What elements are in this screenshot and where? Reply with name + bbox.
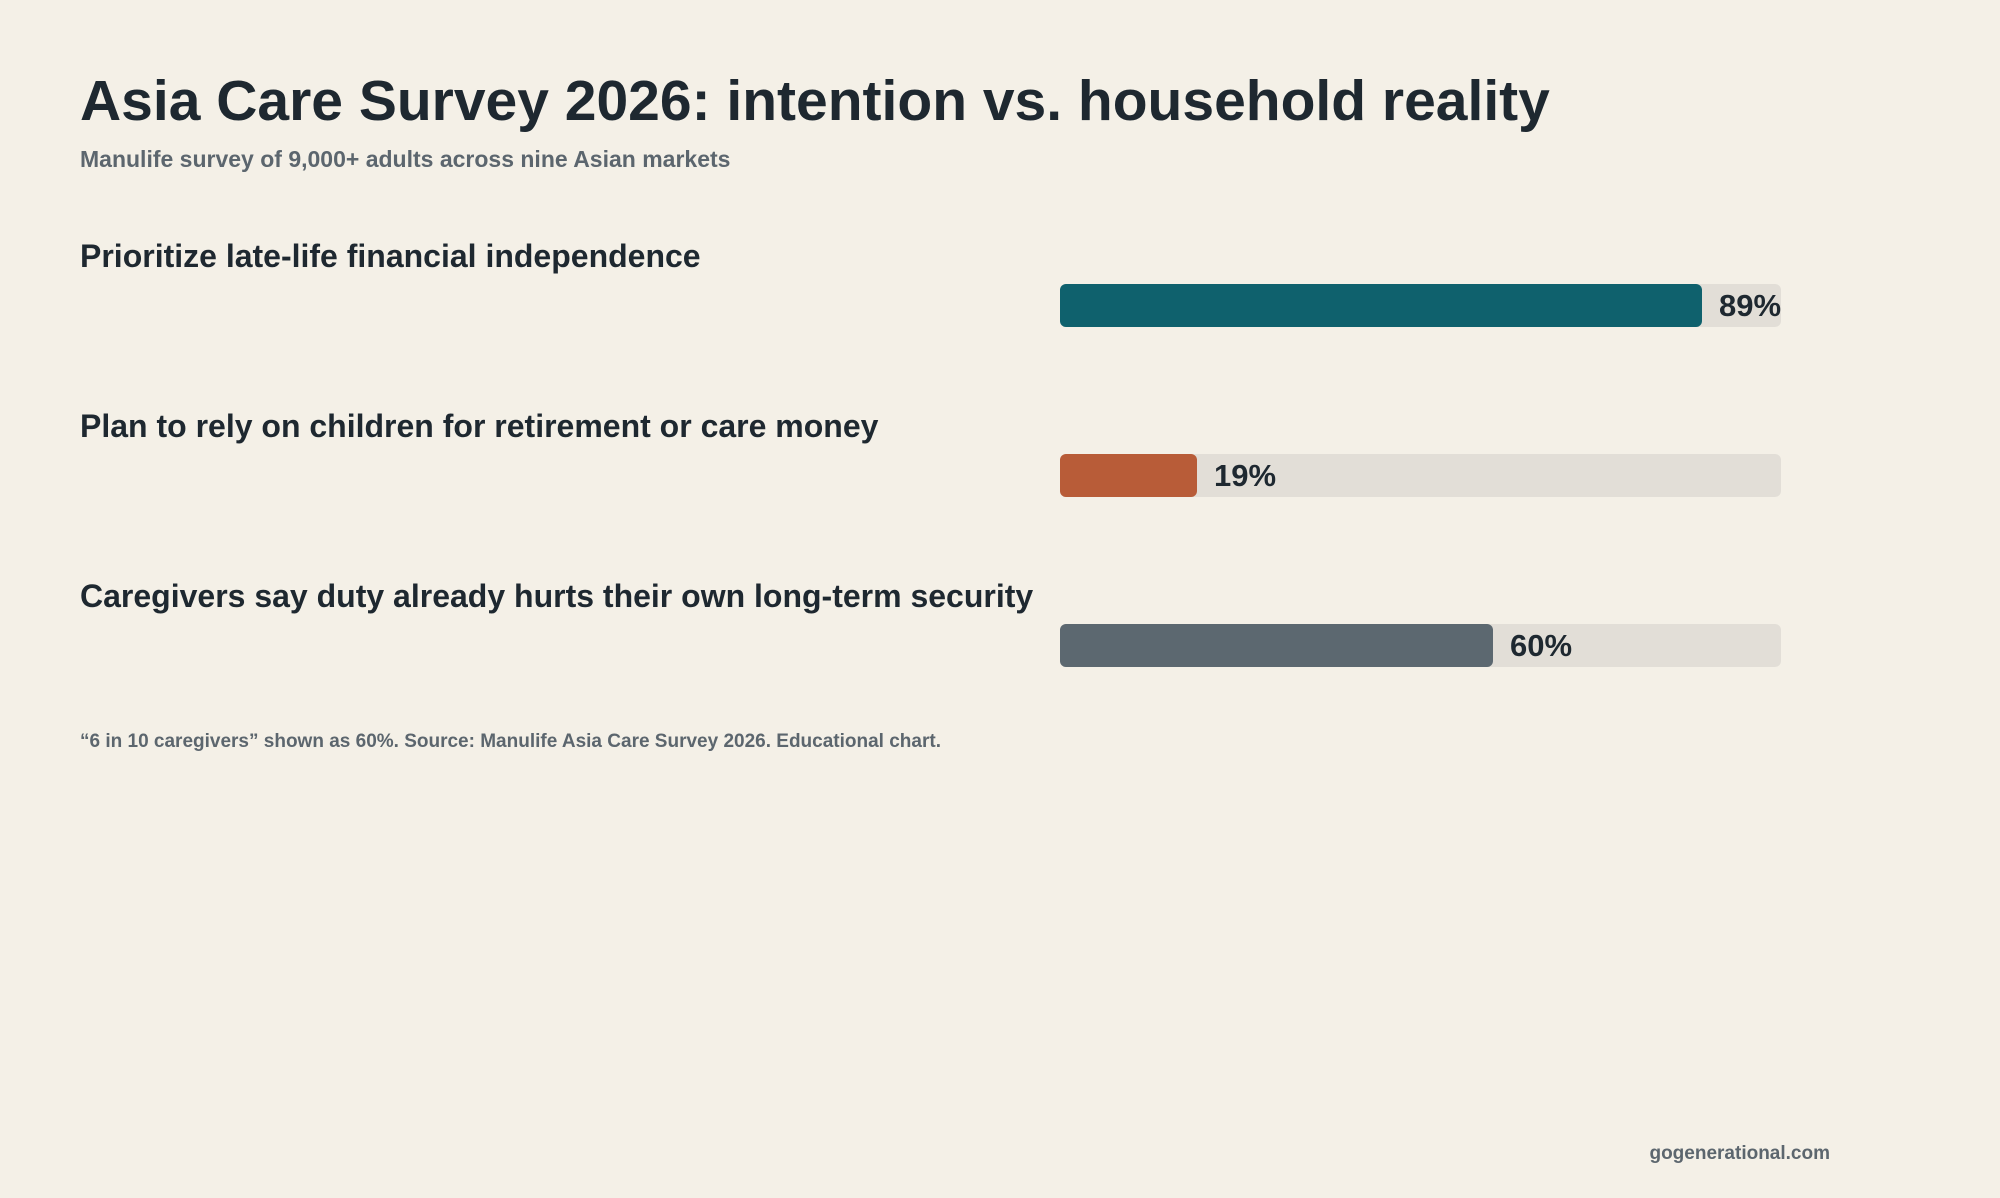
- bar-category-label: Caregivers say duty already hurts their …: [80, 578, 1034, 614]
- bar-fill: [1060, 454, 1197, 497]
- bar-value-label: 19%: [1214, 458, 1277, 493]
- bar-row: Caregivers say duty already hurts their …: [80, 576, 1781, 686]
- bar-value-label: 89%: [1719, 288, 1782, 323]
- chart-title: Asia Care Survey 2026: intention vs. hou…: [80, 69, 1550, 133]
- chart-subtitle: Manulife survey of 9,000+ adults across …: [80, 146, 731, 172]
- bar-track: 19%: [1060, 454, 1781, 497]
- site-credit: gogenerational.com: [1649, 1143, 1830, 1164]
- bar-track: 60%: [1060, 624, 1781, 667]
- bar-category-label: Plan to rely on children for retirement …: [80, 408, 879, 444]
- bar-value-label: 60%: [1510, 628, 1573, 663]
- bar-row: Prioritize late-life financial independe…: [80, 236, 1781, 346]
- bar-fill: [1060, 284, 1702, 327]
- bar-fill: [1060, 624, 1493, 667]
- bar-row: Plan to rely on children for retirement …: [80, 406, 1781, 516]
- chart-footnote: “6 in 10 caregivers” shown as 60%. Sourc…: [80, 731, 941, 752]
- bar-category-label: Prioritize late-life financial independe…: [80, 238, 701, 274]
- bar-track: 89%: [1060, 284, 1781, 327]
